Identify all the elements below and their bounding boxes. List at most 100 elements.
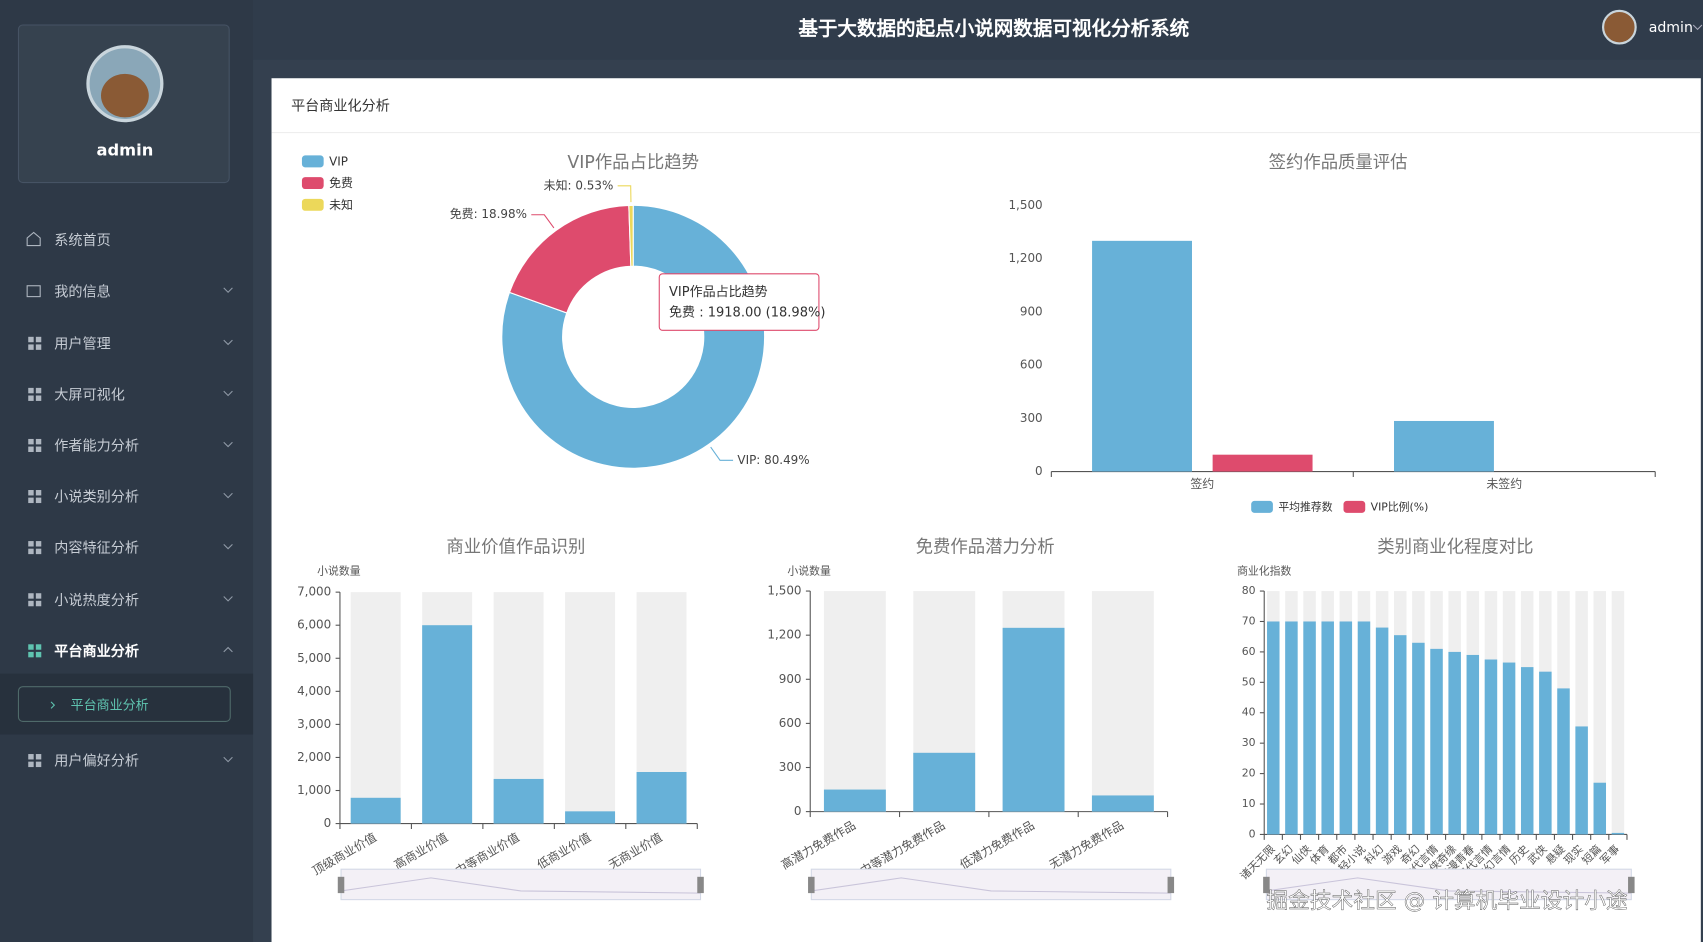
slice-label: 未知: 0.53% (544, 178, 614, 192)
menu-icon (28, 395, 34, 401)
legend-label[interactable]: 未知 (329, 198, 353, 212)
zoom-handle[interactable] (337, 876, 345, 894)
menu-chevron (223, 339, 233, 346)
menu-icon (35, 548, 42, 555)
y-tick-label: 60 (1242, 645, 1256, 658)
menu-icon (35, 344, 42, 350)
y-tick-label: 600 (1020, 358, 1043, 372)
zoom-handle[interactable] (1167, 876, 1175, 894)
menu-icon (35, 490, 42, 496)
legend-label[interactable]: VIP比例(%) (1371, 499, 1429, 513)
menu-chevron (223, 543, 233, 550)
header-user[interactable]: admin (1649, 20, 1693, 36)
y-tick-label: 1,500 (1008, 198, 1042, 212)
menu-item[interactable]: 平台商业分析 (54, 643, 139, 660)
header (253, 0, 1703, 60)
y-tick-label: 50 (1242, 675, 1256, 688)
bar-background (565, 592, 616, 824)
menu-icon (35, 761, 42, 768)
tooltip (658, 273, 820, 331)
menu-icon (35, 387, 42, 394)
bar (823, 789, 886, 812)
zoom-handle[interactable] (1628, 876, 1635, 894)
y-tick-label: 20 (1242, 767, 1256, 780)
menu-icon (35, 336, 42, 343)
bar (350, 797, 401, 824)
bar (1557, 688, 1570, 835)
header-caret (1692, 24, 1703, 31)
zoom-shadow (811, 877, 1171, 894)
menu-icon (35, 446, 42, 452)
bar-background (350, 592, 401, 824)
y-tick-label: 1,200 (767, 628, 801, 642)
menu-item[interactable]: 系统首页 (54, 233, 110, 249)
menu-icon (28, 438, 34, 445)
menu-item[interactable]: 内容特征分析 (54, 540, 139, 557)
menu-icon (28, 548, 34, 555)
y-tick-label: 900 (779, 672, 802, 686)
bar-background (1611, 591, 1625, 835)
chart-title: 免费作品潜力分析 (916, 538, 1055, 558)
menu-item[interactable]: 用户管理 (54, 335, 110, 352)
y-tick-label: 40 (1242, 706, 1256, 719)
bar-background (1091, 591, 1154, 812)
menu-item[interactable]: 大屏可视化 (54, 387, 125, 403)
y-tick-label: 300 (779, 760, 802, 774)
label-line (710, 446, 734, 461)
slice-label: VIP: 80.49% (737, 453, 809, 467)
y-tick-label: 0 (1249, 827, 1256, 840)
menu-item[interactable]: 小说类别分析 (54, 490, 139, 506)
y-tick-label: 3,000 (297, 717, 331, 731)
legend-swatch (301, 177, 324, 190)
bar (1375, 627, 1389, 835)
legend-label[interactable]: 免费 (329, 175, 353, 190)
bar (636, 771, 687, 824)
y-axis-label: 商业化指数 (1237, 564, 1291, 578)
bar (1357, 621, 1371, 835)
menu-item[interactable]: 小说热度分析 (54, 593, 139, 609)
menu-chevron (223, 492, 233, 499)
chart-title: 类别商业化程度对比 (1377, 538, 1533, 558)
legend-swatch (301, 155, 324, 168)
header-avatar[interactable] (1601, 9, 1637, 45)
header-title: 基于大数据的起点小说网数据可视化分析系统 (798, 17, 1189, 40)
menu-icon (28, 754, 34, 760)
submenu-box (17, 686, 231, 722)
menu-item[interactable]: 我的信息 (54, 283, 110, 300)
y-tick-label: 80 (1242, 584, 1256, 597)
zoom-slider[interactable] (340, 868, 702, 901)
y-tick-label: 0 (794, 804, 802, 818)
menu-chevron (223, 646, 233, 653)
bar (1394, 420, 1494, 472)
menu-icon (28, 644, 34, 650)
submenu-item[interactable]: 平台商业分析 (71, 699, 149, 714)
menu-icon (28, 593, 34, 599)
menu-icon (28, 336, 34, 343)
bar (1611, 832, 1625, 835)
pie-slice (628, 204, 634, 267)
bar (422, 625, 473, 824)
zoom-slider[interactable] (810, 868, 1172, 901)
menu-icon (35, 541, 42, 547)
menu-icon (28, 387, 34, 394)
menu-icon (35, 600, 42, 607)
menu-icon (28, 651, 34, 658)
y-tick-label: 7,000 (297, 585, 331, 599)
legend-label[interactable]: VIP (329, 154, 348, 168)
bar (1321, 621, 1334, 835)
menu-item[interactable]: 作者能力分析 (54, 439, 139, 455)
zoom-handle[interactable] (697, 876, 704, 894)
zoom-handle[interactable] (1263, 876, 1270, 894)
zoom-handle[interactable] (808, 876, 815, 894)
legend-label[interactable]: 平均推荐数 (1278, 499, 1332, 513)
zoom-shadow (1266, 877, 1632, 894)
bar (1448, 651, 1461, 835)
bar (1002, 627, 1065, 812)
y-axis-label: 小说数量 (317, 564, 361, 578)
y-tick-label: 1,500 (767, 584, 801, 598)
tooltip-title: VIP作品占比趋势 (669, 284, 768, 300)
menu-chevron (223, 756, 233, 763)
menu-item[interactable]: 用户偏好分析 (54, 753, 139, 770)
menu-icon (28, 446, 34, 452)
